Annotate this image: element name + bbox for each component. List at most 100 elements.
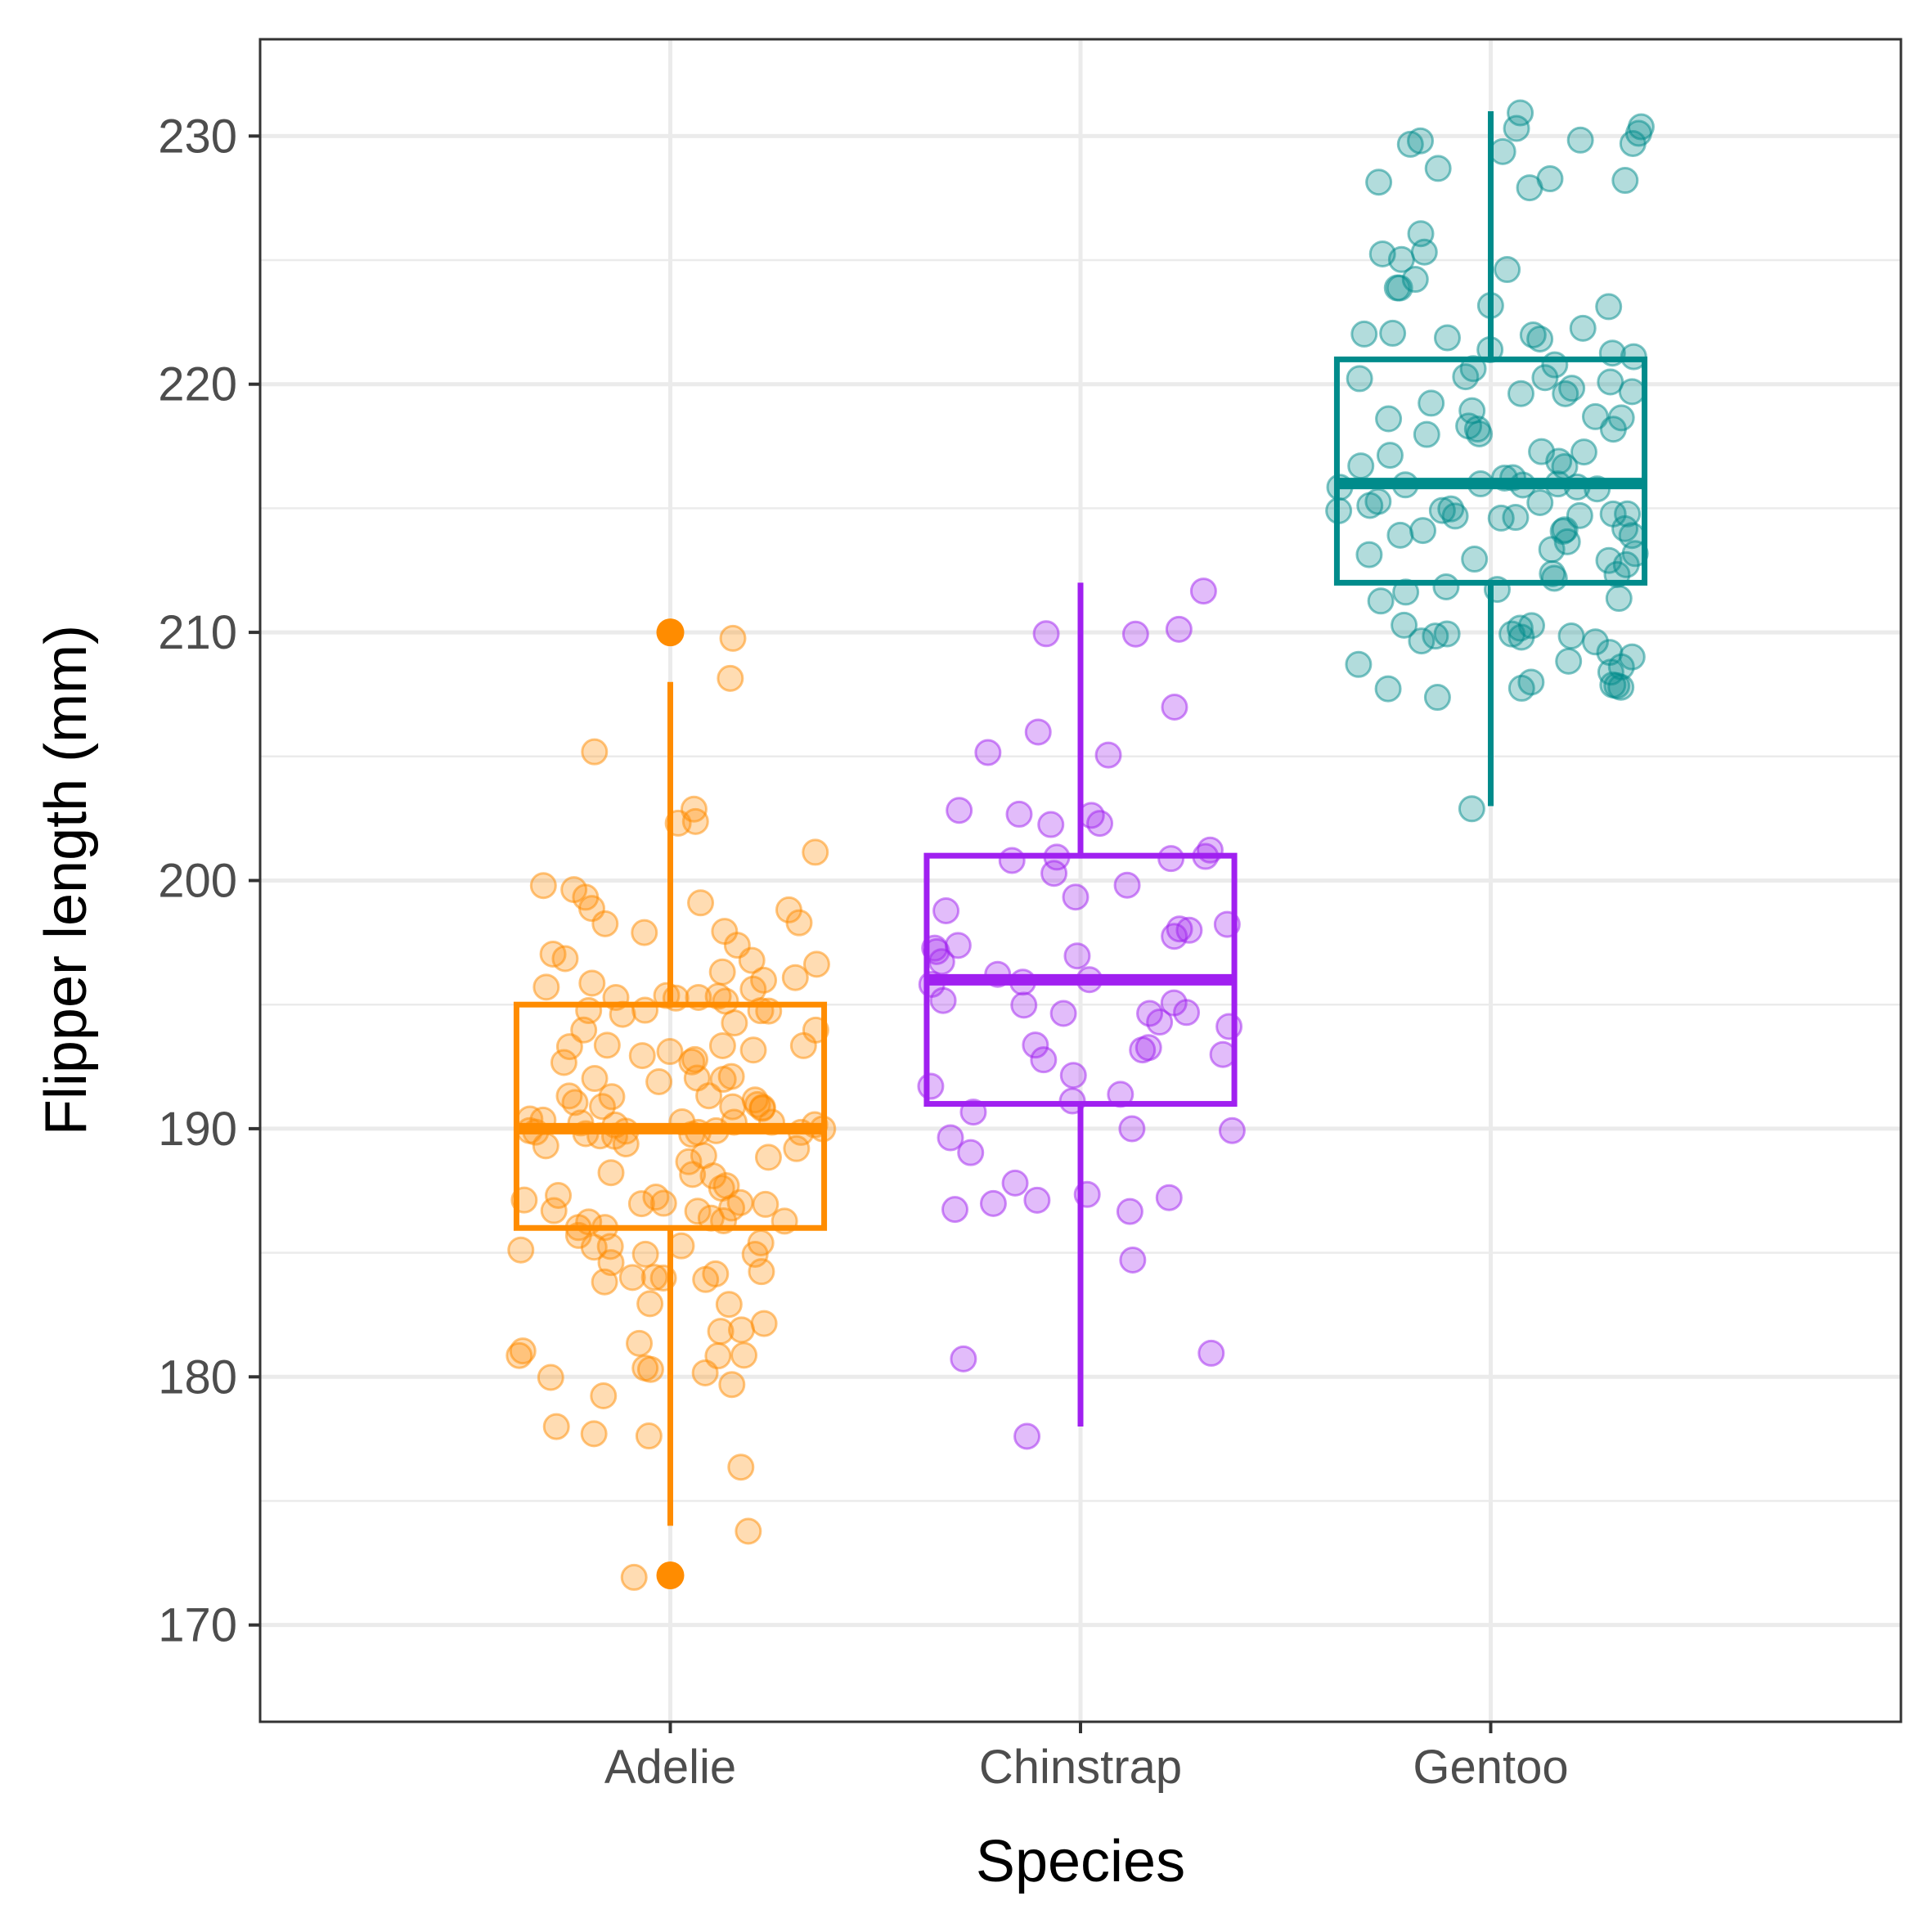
data-point <box>1049 1000 1077 1027</box>
data-point <box>802 950 830 978</box>
data-point <box>748 1258 775 1286</box>
data-point <box>1507 99 1534 127</box>
data-point <box>505 1341 533 1369</box>
data-point <box>1161 694 1188 721</box>
data-point <box>1365 168 1393 196</box>
data-point <box>1432 573 1460 600</box>
data-point <box>1346 365 1373 393</box>
data-point <box>1165 615 1193 643</box>
data-point <box>1409 517 1437 545</box>
data-point <box>1022 1031 1049 1059</box>
data-point <box>1558 375 1586 402</box>
data-point <box>631 1240 659 1268</box>
data-point <box>1466 420 1494 448</box>
data-point <box>1375 405 1403 433</box>
data-point <box>1536 165 1564 193</box>
data-point <box>692 1265 720 1293</box>
data-point <box>1624 119 1652 147</box>
data-point <box>1086 810 1114 838</box>
data-point <box>1569 314 1597 342</box>
data-point <box>1555 647 1583 675</box>
data-point <box>588 1093 616 1121</box>
data-point <box>684 1197 712 1225</box>
data-point <box>715 1291 743 1319</box>
data-point <box>1618 378 1646 406</box>
data-point <box>998 847 1026 874</box>
data-point <box>1189 577 1217 605</box>
data-point <box>1197 1339 1225 1367</box>
data-point <box>1413 420 1440 448</box>
data-point <box>719 1093 747 1121</box>
data-point <box>1539 559 1566 587</box>
data-point <box>699 1162 727 1190</box>
data-point <box>1218 1117 1246 1144</box>
data-point <box>1423 684 1451 712</box>
data-point <box>1611 167 1639 195</box>
y-tick-label: 210 <box>158 606 237 659</box>
data-point <box>1392 578 1420 606</box>
data-point <box>627 1190 655 1218</box>
data-point <box>1582 628 1610 656</box>
data-point <box>750 1310 778 1337</box>
data-point <box>1418 389 1445 417</box>
data-point <box>1062 883 1090 911</box>
data-point <box>545 1182 573 1210</box>
data-point <box>1437 495 1465 523</box>
data-point <box>1037 811 1065 838</box>
data-point <box>941 1196 968 1224</box>
data-point <box>1605 585 1633 613</box>
grid-lines <box>260 39 1901 1722</box>
data-point <box>1407 220 1435 248</box>
data-point <box>1030 1046 1058 1074</box>
data-point <box>636 1290 664 1318</box>
data-point <box>1116 1197 1143 1225</box>
data-point <box>640 1264 668 1292</box>
data-point <box>1433 324 1461 352</box>
data-point <box>1607 404 1635 432</box>
data-point <box>1396 130 1424 158</box>
data-point <box>1595 293 1623 321</box>
data-point <box>1519 321 1547 349</box>
y-tick-label: 220 <box>158 358 237 411</box>
data-point <box>1023 1186 1051 1214</box>
data-point <box>1487 504 1515 532</box>
y-tick-label: 180 <box>158 1350 237 1404</box>
data-point <box>1121 620 1149 648</box>
data-point <box>1498 620 1526 648</box>
box-gentoo <box>1333 110 1648 806</box>
data-point <box>635 1422 663 1450</box>
data-point <box>645 1067 673 1095</box>
data-point <box>1458 795 1485 823</box>
data-point <box>957 1139 985 1166</box>
data-point <box>1059 1062 1087 1090</box>
data-point <box>555 1082 583 1110</box>
y-tick-label: 190 <box>158 1103 237 1156</box>
data-point <box>1428 496 1456 524</box>
data-point <box>649 1189 677 1217</box>
data-point <box>1386 521 1414 549</box>
y-axis-title: Flipper length (mm) <box>34 625 99 1135</box>
data-point <box>656 1038 684 1066</box>
data-point <box>593 1031 621 1059</box>
data-point <box>578 969 606 997</box>
data-point <box>691 1359 719 1386</box>
data-point <box>1113 871 1141 899</box>
data-point <box>1376 442 1404 470</box>
data-point <box>1503 115 1530 142</box>
data-point <box>754 1143 782 1171</box>
data-point <box>917 1072 945 1100</box>
data-point <box>550 1049 577 1076</box>
data-point <box>1502 504 1530 532</box>
data-point <box>781 964 809 991</box>
data-point <box>1526 488 1554 516</box>
data-point <box>1531 364 1559 392</box>
data-point <box>1379 319 1407 347</box>
data-point <box>1607 673 1635 701</box>
data-point <box>783 1134 811 1162</box>
data-point <box>1494 256 1521 284</box>
y-tick-label: 200 <box>158 855 237 908</box>
data-point <box>631 919 658 946</box>
data-point <box>937 1124 964 1152</box>
data-point <box>1461 546 1489 573</box>
data-point <box>1032 620 1060 648</box>
